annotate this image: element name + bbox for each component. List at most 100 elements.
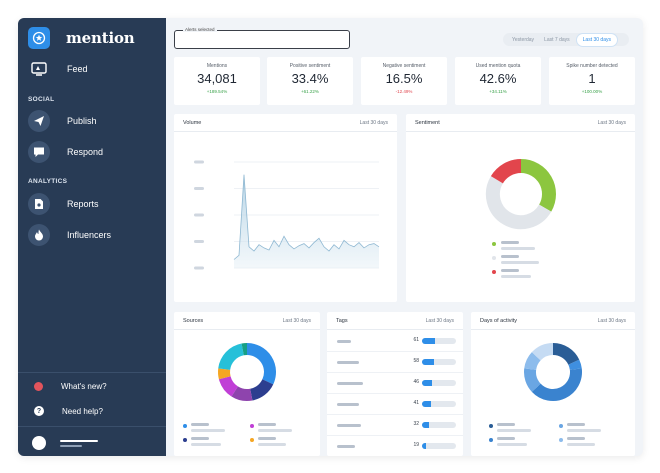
tag-bar-track [422,380,456,386]
sentiment-slice-2[interactable] [490,159,522,184]
stat-card-spikes[interactable]: Spike number detected 1 +100.00% [549,57,635,105]
help-icon: ? [34,406,44,416]
stat-value: 34,081 [197,71,237,86]
sentiment-slice-0[interactable] [520,159,556,212]
tag-name [337,424,361,427]
tag-row[interactable]: 32 [327,415,463,436]
activity-donut [524,343,582,401]
card-title: Days of activity [480,318,517,324]
logo[interactable]: mention [28,26,135,50]
stat-card-mention-quota[interactable]: Used mention quota 42.6% +34.11% [455,57,541,105]
stat-value: 1 [588,71,596,86]
tag-count: 46 [413,379,419,385]
stat-card-mentions[interactable]: Mentions 34,081 +189.54% [174,57,260,105]
sidebar-item-reports[interactable]: Reports [28,193,99,215]
tag-name [337,382,363,385]
range-last-7-days[interactable]: Last 7 days [544,36,570,43]
sidebar-item-label: Publish [67,116,97,126]
stat-card-positive-sentiment[interactable]: Positive sentiment 33.4% +61.22% [267,57,353,105]
stat-title: Positive sentiment [289,63,331,69]
avatar [32,436,46,450]
card-range[interactable]: Last 30 days [597,120,626,126]
range-last-30-days[interactable]: Last 30 days [576,33,617,46]
days-of-activity-card: Days of activity Last 30 days [471,312,635,456]
feed-icon [28,58,50,80]
sources-slice-1[interactable] [249,378,274,401]
alerts-selected-label: Alerts selected [183,27,217,32]
sentiment-slice-1[interactable] [485,176,552,230]
sidebar-item-respond[interactable]: Respond [28,141,103,163]
tag-row[interactable]: 19 [327,436,463,456]
tag-row[interactable]: 61 [327,331,463,352]
tag-bar [422,359,435,365]
sidebar-item-influencers[interactable]: Influencers [28,224,111,246]
tag-bar [422,380,432,386]
activity-slice-1[interactable] [568,359,582,371]
activity-slice-3[interactable] [524,368,541,392]
range-yesterday[interactable]: Yesterday [512,36,535,43]
tag-name [337,403,359,406]
tag-row[interactable]: 58 [327,352,463,373]
stat-delta: +34.11% [489,89,507,94]
sources-slice-3[interactable] [218,375,239,397]
stat-value: 16.5% [385,71,423,86]
whats-new-link[interactable]: What's new? [34,382,107,391]
help-link[interactable]: ? Need help? [34,406,103,416]
section-label-analytics: ANALYTICS [28,178,68,185]
sidebar-item-label: Reports [67,199,99,209]
tag-name [337,340,351,343]
sidebar: mention Feed SOCIAL Publish Respond ANAL… [18,18,166,456]
sidebar-item-publish[interactable]: Publish [28,110,97,132]
tag-bar-track [422,422,456,428]
volume-area [234,174,379,268]
sources-card: Sources Last 30 days [174,312,320,456]
y-tick-label [194,240,204,243]
report-icon [28,193,50,215]
card-range[interactable]: Last 30 days [597,318,626,324]
tag-count: 58 [413,358,419,364]
tag-bar-track [422,443,456,449]
tags-card: Tags Last 30 days 61 58 46 41 32 19 [327,312,463,456]
sentiment-donut [485,159,556,230]
sources-slice-5[interactable] [218,343,245,371]
card-title: Sentiment [415,120,440,126]
legend-dot [492,242,496,246]
alerts-selector[interactable]: Alerts selected [174,27,350,49]
tag-bar [422,338,435,344]
stat-title: Negative sentiment [382,63,426,69]
activity-slice-0[interactable] [552,343,580,366]
notification-dot-icon [34,382,43,391]
app-name: mention [66,29,135,47]
tag-row[interactable]: 41 [327,394,463,415]
volume-card: Volume Last 30 days [174,114,397,302]
main-content: Alerts selected Yesterday Last 7 days La… [166,18,643,456]
sources-slice-2[interactable] [231,386,253,401]
tag-count: 19 [413,442,419,448]
section-label-social: SOCIAL [28,96,55,103]
activity-slice-2[interactable] [531,368,582,401]
sources-slice-4[interactable] [218,368,231,380]
tag-row[interactable]: 46 [327,373,463,394]
stat-delta: +189.54% [206,89,228,94]
stat-delta: +61.22% [301,89,319,94]
card-range[interactable]: Last 30 days [359,120,388,126]
activity-slice-5[interactable] [531,343,554,361]
sidebar-item-feed[interactable]: Feed [28,58,88,80]
stat-value: 33.4% [291,71,329,86]
sidebar-item-label: Influencers [67,230,112,240]
stat-card-negative-sentiment[interactable]: Negative sentiment 16.5% -12.49% [361,57,447,105]
stat-delta: +100.00% [581,89,603,94]
stat-title: Mentions [206,63,228,69]
tag-bar-track [422,359,456,365]
date-range-switcher: Yesterday Last 7 days Last 30 days [503,33,629,46]
card-range[interactable]: Last 30 days [425,318,454,324]
sources-donut [218,343,276,401]
activity-slice-4[interactable] [524,352,541,371]
card-range[interactable]: Last 30 days [282,318,311,324]
card-title: Tags [336,318,348,324]
sources-slice-0[interactable] [246,343,276,385]
y-tick-label [194,266,204,270]
sidebar-divider [18,426,166,427]
tag-bar-track [422,401,456,407]
user-menu[interactable] [32,436,98,450]
